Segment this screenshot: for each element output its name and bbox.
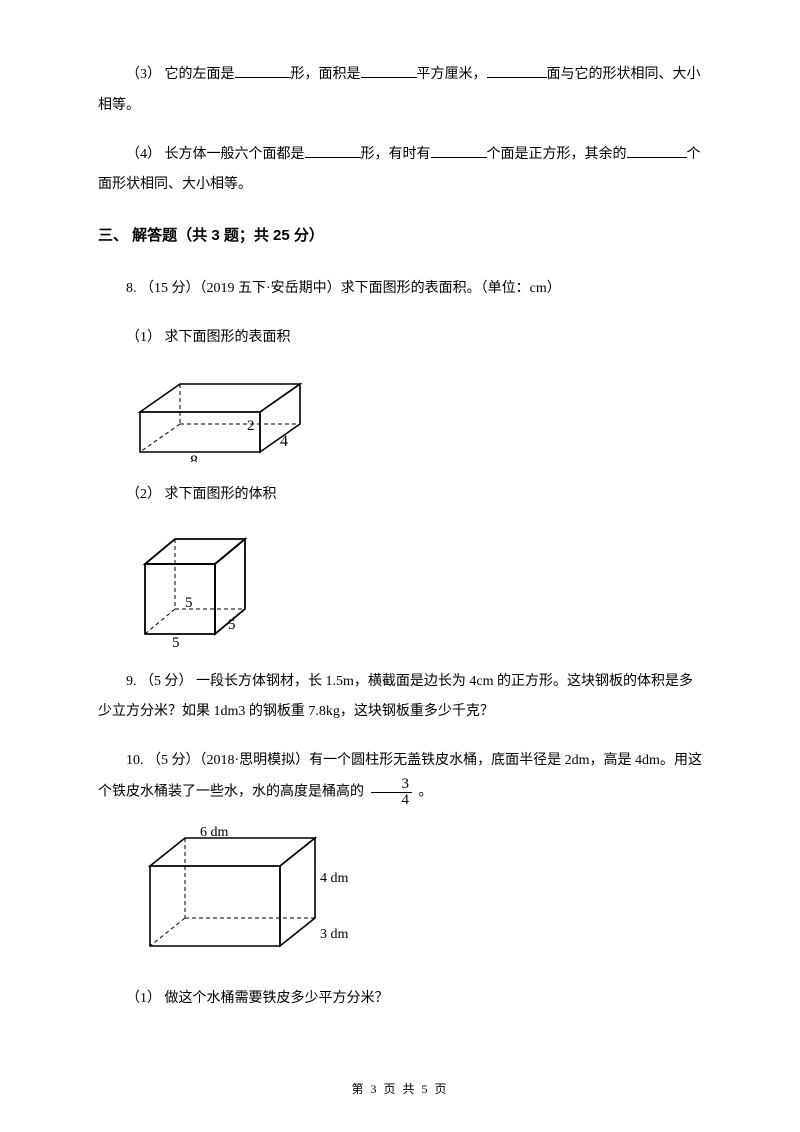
blank xyxy=(627,144,687,158)
blank xyxy=(361,64,417,78)
label-4: 4 xyxy=(280,433,288,450)
q4-mid1: 形，有时有 xyxy=(361,147,431,162)
label-6dm: 6 dm xyxy=(200,826,229,840)
blank xyxy=(431,144,487,158)
q4-mid2: 个面是正方形，其余的 xyxy=(487,147,627,162)
question-4: （4） 长方体一般六个面都是形，有时有个面是正方形，其余的个面形状相同、大小相等… xyxy=(98,140,702,202)
fraction-num: 3 xyxy=(371,777,413,793)
figure-cuboid-6-4-3: 6 dm 4 dm 3 dm xyxy=(130,826,702,966)
q10-post: 。 xyxy=(415,785,433,800)
fraction-den: 4 xyxy=(371,793,413,808)
question-8-sub1: （1） 求下面图形的表面积 xyxy=(98,323,702,354)
question-10-sub1: （1） 做这个水桶需要铁皮多少平方分米？ xyxy=(98,984,702,1015)
q3-mid2: 平方厘米， xyxy=(417,67,487,82)
figure-cuboid-8-4-2: 8 4 2 xyxy=(130,372,702,462)
question-8-stem: 8. （15 分）（2019 五下·安岳期中）求下面图形的表面积。（单位：cm） xyxy=(98,274,702,305)
label-5: 5 xyxy=(185,595,193,611)
label-5: 5 xyxy=(228,617,236,633)
q3-mid1: 形，面积是 xyxy=(291,67,361,82)
q4-prefix: （4） 长方体一般六个面都是 xyxy=(126,147,305,162)
question-10: 10. （5 分）（2018·思明模拟）有一个圆柱形无盖铁皮水桶，底面半径是 2… xyxy=(98,746,702,808)
figure-cube-5: 5 5 5 xyxy=(130,529,702,649)
label-8: 8 xyxy=(190,453,198,462)
blank xyxy=(235,64,291,78)
label-5: 5 xyxy=(172,635,180,649)
blank xyxy=(305,144,361,158)
question-3: （3） 它的左面是形，面积是平方厘米，面与它的形状相同、大小相等。 xyxy=(98,60,702,122)
section-3-title: 三、 解答题（共 3 题；共 25 分） xyxy=(98,219,702,252)
label-4dm: 4 dm xyxy=(320,871,349,886)
q3-prefix: （3） 它的左面是 xyxy=(126,67,235,82)
fraction-3-4: 34 xyxy=(371,777,413,808)
label-2: 2 xyxy=(247,418,255,434)
page-footer: 第 3 页 共 5 页 xyxy=(0,1076,800,1102)
blank xyxy=(487,64,547,78)
label-3dm: 3 dm xyxy=(320,927,349,942)
question-8-sub2: （2） 求下面图形的体积 xyxy=(98,480,702,511)
question-9: 9. （5 分） 一段长方体钢材，长 1.5m，横截面是边长为 4cm 的正方形… xyxy=(98,667,702,729)
